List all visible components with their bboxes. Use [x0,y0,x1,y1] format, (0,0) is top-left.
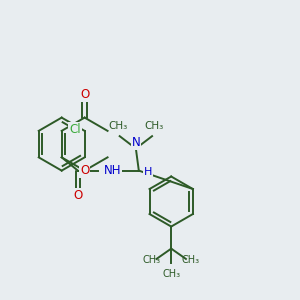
Text: CH₃: CH₃ [181,255,200,265]
Text: H: H [143,167,152,177]
Text: CH₃: CH₃ [109,121,128,131]
Text: N: N [131,136,140,149]
Text: O: O [80,88,89,101]
Text: O: O [73,188,83,202]
Text: O: O [80,164,89,177]
Text: CH₃: CH₃ [162,269,180,279]
Text: CH₃: CH₃ [144,121,163,131]
Text: Cl: Cl [69,123,81,136]
Text: O: O [80,164,89,177]
Text: NH: NH [103,164,121,176]
Text: CH₃: CH₃ [143,255,161,265]
